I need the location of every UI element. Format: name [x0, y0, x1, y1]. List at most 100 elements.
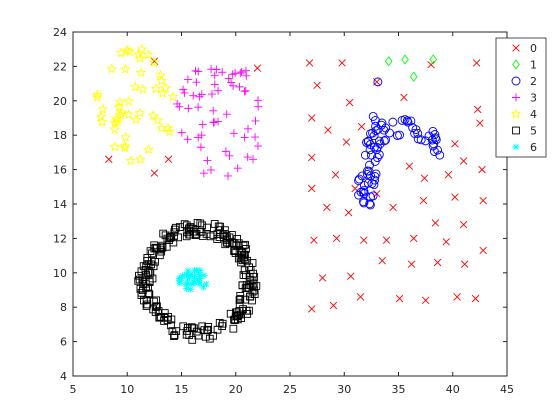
series-0-point	[307, 184, 316, 193]
series-0-point	[419, 196, 428, 205]
series-3-point	[173, 99, 182, 108]
series-5-point	[140, 296, 148, 305]
series-0-point	[431, 219, 440, 227]
series-0-point	[329, 301, 338, 310]
series-6-point	[183, 271, 190, 278]
legend-label: 6	[530, 141, 537, 154]
series-2-point	[377, 118, 387, 128]
series-5-point	[187, 323, 196, 332]
series-3-point	[229, 81, 238, 90]
series-5-point	[150, 241, 159, 250]
series-2-point	[395, 130, 405, 140]
series-2-point	[413, 129, 423, 138]
series-0-point	[307, 153, 316, 162]
series-5-point	[190, 324, 198, 333]
series-4-point	[112, 115, 124, 126]
series-3-point	[240, 133, 249, 142]
series-2-point	[435, 150, 445, 160]
legend-label: 0	[530, 42, 537, 55]
series-0-point	[395, 294, 404, 303]
series-6-point	[184, 267, 192, 275]
series-0-point	[332, 234, 341, 243]
series-6-point	[190, 279, 197, 287]
y-tick-label: 6	[60, 336, 67, 349]
series-4-point	[109, 141, 121, 152]
x-tick-label: 40	[446, 383, 460, 396]
series-6-point	[195, 277, 203, 285]
series-6-points	[175, 266, 210, 293]
series-5-point	[204, 322, 213, 331]
series-3-point	[253, 96, 262, 105]
series-2-point	[356, 187, 366, 197]
y-tick-label: 12	[53, 232, 67, 245]
series-3-points	[173, 65, 263, 180]
series-2-point	[360, 150, 370, 160]
series-3-point	[240, 87, 249, 96]
series-5-point	[230, 246, 239, 255]
series-0-point	[479, 196, 487, 205]
x-tick-label: 10	[120, 383, 134, 396]
series-2-point	[365, 160, 374, 170]
series-0-point	[164, 155, 173, 163]
series-5-point	[154, 307, 163, 315]
series-5-point	[142, 262, 150, 271]
series-6-point	[186, 285, 194, 293]
series-2-point	[363, 137, 373, 147]
series-5-points	[134, 219, 261, 344]
series-5-point	[188, 336, 197, 344]
series-1-point	[384, 56, 393, 67]
x-tick-label: 5	[70, 383, 77, 396]
series-3-point	[233, 164, 242, 173]
series-5-point	[194, 331, 203, 340]
y-tick-label: 4	[60, 370, 67, 383]
x-tick-label: 45	[500, 383, 514, 396]
series-4-point	[123, 108, 134, 120]
series-4-point	[152, 114, 163, 125]
series-5-point	[167, 321, 175, 330]
series-5-point	[144, 283, 152, 292]
series-4-point	[123, 95, 135, 106]
series-5-point	[185, 226, 193, 235]
series-0-point	[420, 174, 429, 182]
series-4-point	[95, 111, 107, 122]
x-tick-label: 30	[337, 383, 351, 396]
series-3-point	[224, 171, 233, 180]
series-5-point	[157, 247, 166, 256]
series-4-point	[134, 52, 146, 63]
legend-label: 1	[530, 59, 537, 72]
series-3-point	[207, 90, 216, 99]
series-2-point	[402, 116, 412, 126]
series-5-point	[182, 232, 191, 241]
series-4-point	[150, 83, 162, 94]
series-2-point	[424, 131, 434, 141]
series-4-point	[137, 83, 148, 94]
series-5-point	[148, 249, 156, 258]
series-6-point	[200, 272, 208, 279]
series-3-point	[210, 80, 219, 89]
series-3-point	[243, 153, 252, 162]
series-6-point	[196, 280, 204, 288]
series-0-point	[459, 157, 468, 165]
series-5-point	[234, 239, 243, 248]
series-3-point	[180, 88, 189, 97]
series-4-point	[109, 123, 121, 134]
series-5-point	[231, 316, 239, 324]
series-0-point	[105, 155, 113, 163]
series-0-point	[342, 138, 351, 146]
series-0-point	[421, 296, 430, 305]
series-5-point	[160, 317, 168, 325]
series-5-point	[232, 241, 241, 249]
series-5-point	[202, 230, 211, 238]
series-6-point	[191, 275, 198, 283]
series-0-point	[331, 171, 340, 179]
series-5-point	[174, 233, 182, 242]
series-0-point	[344, 208, 353, 217]
series-4-point	[148, 56, 160, 67]
series-3-point	[236, 69, 245, 78]
x-tick-label: 25	[283, 383, 297, 396]
series-5-point	[236, 291, 245, 300]
series-0-point	[453, 293, 461, 301]
series-5-point	[144, 260, 153, 268]
series-4-point	[120, 131, 131, 142]
series-5-point	[196, 219, 205, 228]
